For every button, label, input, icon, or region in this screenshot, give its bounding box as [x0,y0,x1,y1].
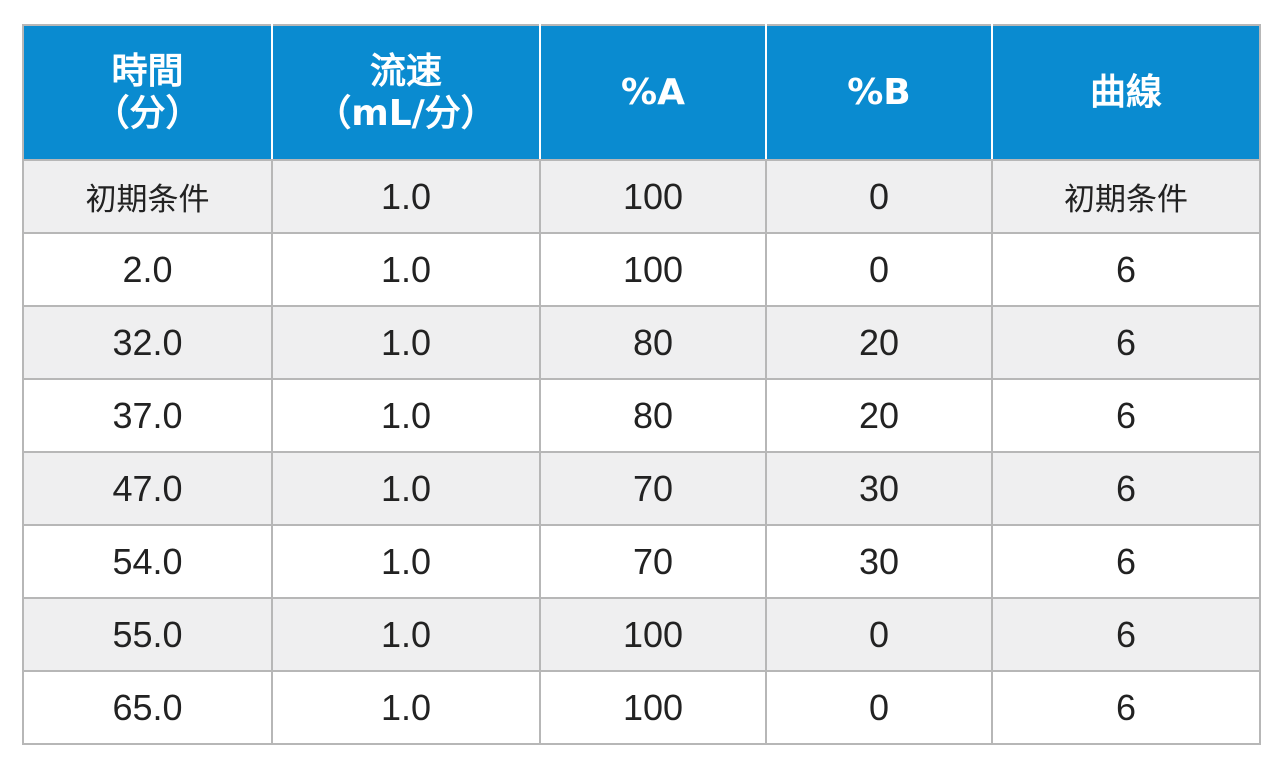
cell-percent-b: 30 [765,451,993,526]
cell-curve: 6 [991,378,1261,453]
cell-percent-a: 70 [539,524,767,599]
cell-percent-a: 100 [539,670,767,745]
cell-percent-a: 80 [539,305,767,380]
cell-percent-b: 20 [765,305,993,380]
cell-flow: 1.0 [271,597,541,672]
header-flow-line2: （mL/分） [315,92,497,134]
cell-time: 初期条件 [22,159,273,234]
cell-time: 37.0 [22,378,273,453]
cell-curve: 6 [991,597,1261,672]
cell-flow: 1.0 [271,451,541,526]
table-row: 47.0 1.0 70 30 6 [22,451,1261,526]
cell-curve: 6 [991,305,1261,380]
table-row: 65.0 1.0 100 0 6 [22,670,1261,745]
table-body: 初期条件 1.0 100 0 初期条件 2.0 1.0 100 0 6 32.0… [22,159,1261,745]
cell-percent-a: 100 [539,159,767,234]
table-row: 37.0 1.0 80 20 6 [22,378,1261,453]
cell-curve: 6 [991,451,1261,526]
header-percent-a: %A [539,24,767,161]
header-time-line1: 時間 [111,50,184,92]
cell-percent-a: 70 [539,451,767,526]
cell-flow: 1.0 [271,159,541,234]
cell-time: 47.0 [22,451,273,526]
cell-flow: 1.0 [271,670,541,745]
cell-flow: 1.0 [271,524,541,599]
cell-time: 54.0 [22,524,273,599]
cell-percent-a: 100 [539,597,767,672]
cell-flow: 1.0 [271,378,541,453]
cell-curve: 6 [991,232,1261,307]
cell-flow: 1.0 [271,232,541,307]
cell-time: 32.0 [22,305,273,380]
table-row: 初期条件 1.0 100 0 初期条件 [22,159,1261,234]
cell-time: 2.0 [22,232,273,307]
header-row: 時間 （分） 流速 （mL/分） %A %B 曲線 [22,24,1261,161]
cell-percent-b: 30 [765,524,993,599]
cell-curve: 6 [991,670,1261,745]
cell-time: 65.0 [22,670,273,745]
cell-percent-b: 0 [765,597,993,672]
cell-percent-b: 20 [765,378,993,453]
header-percent-a-line1: %A [621,71,685,113]
table-row: 54.0 1.0 70 30 6 [22,524,1261,599]
cell-percent-b: 0 [765,232,993,307]
cell-percent-a: 100 [539,232,767,307]
header-flow: 流速 （mL/分） [271,24,541,161]
header-time-line2: （分） [93,92,202,134]
cell-curve: 6 [991,524,1261,599]
table-row: 55.0 1.0 100 0 6 [22,597,1261,672]
cell-percent-a: 80 [539,378,767,453]
gradient-table: 時間 （分） 流速 （mL/分） %A %B 曲線 初 [22,24,1261,745]
gradient-table-container: 時間 （分） 流速 （mL/分） %A %B 曲線 初 [22,24,1261,745]
cell-percent-b: 0 [765,670,993,745]
header-time: 時間 （分） [22,24,273,161]
table-row: 32.0 1.0 80 20 6 [22,305,1261,380]
table-row: 2.0 1.0 100 0 6 [22,232,1261,307]
cell-time: 55.0 [22,597,273,672]
cell-percent-b: 0 [765,159,993,234]
header-percent-b: %B [765,24,993,161]
cell-flow: 1.0 [271,305,541,380]
header-flow-line1: 流速 [369,50,442,92]
header-curve-line1: 曲線 [1089,71,1162,113]
header-percent-b-line1: %B [847,71,911,113]
table-header: 時間 （分） 流速 （mL/分） %A %B 曲線 [22,24,1261,161]
header-curve: 曲線 [991,24,1261,161]
cell-curve: 初期条件 [991,159,1261,234]
